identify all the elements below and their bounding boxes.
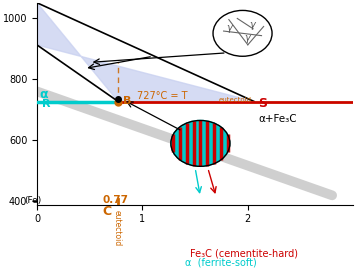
Text: α: α	[39, 88, 48, 101]
Text: (Fe): (Fe)	[24, 196, 42, 205]
Text: C: C	[103, 205, 111, 218]
Text: S: S	[258, 97, 267, 110]
Text: B: B	[124, 96, 132, 106]
Text: eutectoid: eutectoid	[113, 210, 122, 246]
Ellipse shape	[171, 120, 230, 166]
Text: Fe₃C (cementite-hard): Fe₃C (cementite-hard)	[190, 248, 298, 259]
Text: eutectoid: eutectoid	[218, 97, 251, 103]
Text: 0.77: 0.77	[103, 195, 129, 205]
Text: 727°C = T: 727°C = T	[137, 91, 188, 101]
Text: R: R	[42, 99, 51, 109]
Text: γ: γ	[249, 20, 255, 29]
Text: α  (ferrite-soft): α (ferrite-soft)	[184, 258, 256, 268]
Text: γ: γ	[245, 33, 250, 43]
Ellipse shape	[213, 10, 272, 56]
Text: α+Fe₃C: α+Fe₃C	[258, 114, 297, 124]
Text: γ: γ	[227, 23, 232, 33]
Polygon shape	[37, 3, 254, 102]
